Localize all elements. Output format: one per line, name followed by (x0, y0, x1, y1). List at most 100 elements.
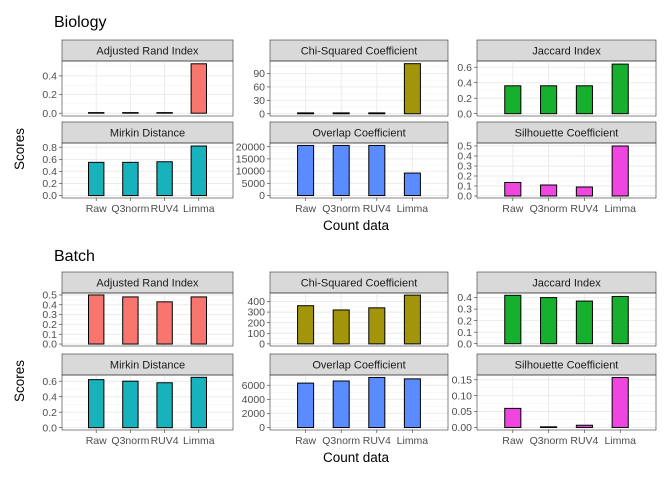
panel-border (61, 142, 234, 199)
y-tick-label: 0.1 (457, 327, 472, 339)
x-tick-label: Limma (183, 203, 215, 215)
bar-q3norm (540, 184, 558, 197)
facet-strip-label: Silhouette Coefficient (515, 128, 619, 140)
panel-adjusted-rand-index: Adjusted Rand Index 0.00.10.20.30.40.5 (42, 271, 234, 351)
y-tick-label: 0.05 (452, 406, 473, 418)
bar-raw (504, 294, 522, 345)
bar-raw (297, 305, 315, 345)
y-tick-label: 0.4 (457, 292, 472, 304)
bar-ruv4 (368, 376, 386, 429)
y-tick-label: 2000 (242, 408, 266, 420)
facet-strip-label: Silhouette Coefficient (515, 360, 619, 372)
facet-strip-label: Chi-Squared Coefficient (301, 278, 418, 290)
bar-ruv4 (575, 186, 593, 197)
y-tick-label: 0 (259, 338, 265, 350)
bar-raw (88, 161, 105, 197)
facet-strip-label: Chi-Squared Coefficient (301, 46, 418, 58)
y-tick-label: 0.2 (457, 315, 472, 327)
y-tick-label: 90 (253, 68, 265, 80)
facet-strip-label: Overlap Coefficient (312, 128, 405, 140)
panel-border (269, 60, 449, 117)
y-tick-label: 0.4 (42, 299, 57, 311)
x-tick-label: RUV4 (363, 435, 391, 447)
y-tick-label: 0.0 (457, 338, 472, 350)
bar-q3norm (332, 112, 350, 115)
bar-raw (504, 182, 522, 197)
y-tick-label: 0.1 (457, 181, 472, 193)
bar-ruv4 (156, 161, 173, 197)
y-tick-label: 0.15 (452, 374, 473, 386)
x-tick-label: Limma (397, 203, 429, 215)
y-tick-label: 0.2 (42, 407, 57, 419)
y-tick-label: 0.4 (42, 391, 57, 403)
y-tick-label: 15000 (236, 153, 265, 165)
x-tick-label: RUV4 (363, 203, 391, 215)
facet-strip-label: Jaccard Index (532, 278, 601, 290)
bar-raw (88, 379, 105, 429)
x-tick-label: Raw (502, 203, 523, 215)
y-tick-label: 10000 (236, 166, 265, 178)
y-tick-label: 0.2 (457, 171, 472, 183)
bar-raw (504, 407, 522, 428)
y-axis-title: Scores (12, 128, 27, 170)
panel-border (476, 60, 657, 117)
y-tick-label: 0.0 (42, 190, 57, 202)
x-axis-title: Count data (323, 218, 390, 233)
y-tick-label: 0.00 (452, 422, 473, 434)
facet-strip-label: Jaccard Index (532, 46, 601, 58)
bar-q3norm (332, 380, 350, 429)
facet-strip-label: Mirkin Distance (110, 360, 185, 372)
y-tick-label: 0.6 (42, 376, 57, 388)
y-tick-label: 0.3 (42, 309, 57, 321)
facet-strip-label: Adjusted Rand Index (96, 278, 199, 290)
panel-border (476, 142, 657, 199)
panel-overlap-coefficient: Overlap Coefficient 0 2000 4000 6000 Raw Q3nor… (242, 353, 449, 447)
y-tick-label: 4000 (242, 394, 266, 406)
bar-ruv4 (156, 301, 173, 345)
bar-ruv4 (156, 382, 173, 429)
x-tick-label: Limma (397, 435, 429, 447)
bar-ruv4 (575, 85, 593, 115)
x-tick-label: Q3norm (530, 435, 568, 447)
y-tick-label: 0.0 (42, 422, 57, 434)
x-tick-label: Limma (604, 203, 636, 215)
x-tick-label: Limma (604, 435, 636, 447)
bar-limma (190, 145, 207, 197)
y-tick-label: 0.0 (457, 108, 472, 120)
y-tick-label: 0.3 (457, 304, 472, 316)
x-tick-label: Q3norm (530, 203, 568, 215)
y-tick-label: 400 (247, 296, 265, 308)
y-tick-label: 0.0 (457, 191, 472, 203)
bar-q3norm (122, 380, 139, 429)
bar-ruv4 (156, 112, 173, 114)
panel-silhouette-coefficient: Silhouette Coefficient 0.00.10.20.30.40.5… (457, 121, 657, 215)
x-tick-label: Limma (183, 435, 215, 447)
y-tick-label: 0 (259, 190, 265, 202)
x-tick-label: RUV4 (151, 203, 179, 215)
bar-raw (88, 112, 105, 114)
section-title: Biology (54, 14, 106, 31)
bar-limma (611, 145, 629, 197)
y-tick-label: 0.5 (457, 141, 472, 153)
x-tick-label: Raw (295, 435, 316, 447)
bar-ruv4 (368, 307, 386, 345)
x-tick-label: Q3norm (111, 203, 149, 215)
bar-limma (190, 296, 207, 345)
panel-silhouette-coefficient: Silhouette Coefficient 0.00 0.05 0.10 0.15 Ra… (452, 353, 657, 447)
bar-ruv4 (368, 112, 386, 115)
bar-limma (403, 172, 421, 197)
y-tick-label: 0 (259, 422, 265, 434)
y-tick-label: 0.6 (42, 154, 57, 166)
y-tick-label: 0.2 (457, 93, 472, 105)
y-tick-label: 0.0 (42, 339, 57, 351)
bar-q3norm (122, 161, 139, 197)
y-tick-label: 0.4 (457, 77, 472, 89)
y-tick-label: 5000 (242, 178, 266, 190)
y-tick-label: 0.2 (42, 319, 57, 331)
x-tick-label: Raw (295, 203, 316, 215)
panel-border (269, 374, 449, 431)
y-tick-label: 0.4 (42, 71, 57, 83)
